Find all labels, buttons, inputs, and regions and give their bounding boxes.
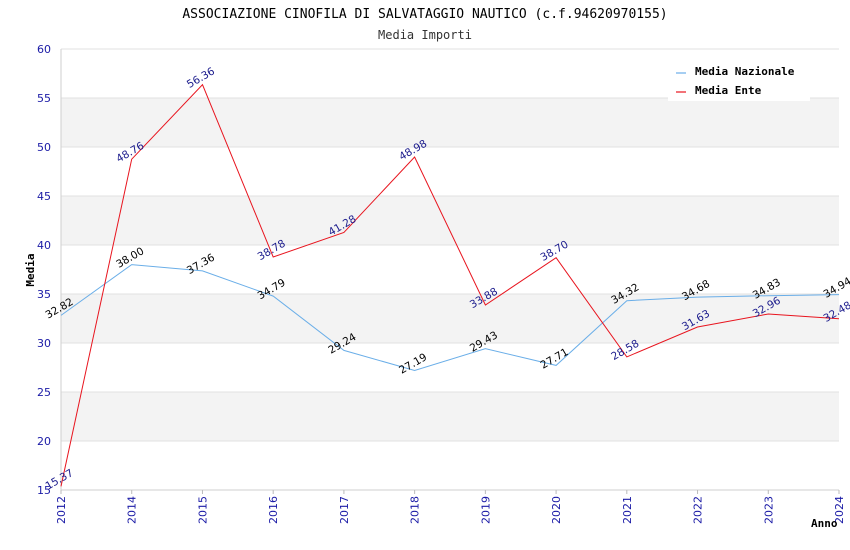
y-tick-label: 30: [37, 337, 51, 350]
y-tick-label: 45: [37, 190, 51, 203]
y-tick-labels: 15 20 25 30 35 40 45 50 55 60: [37, 43, 51, 497]
x-tick-label: 2017: [338, 496, 351, 524]
x-tick-label: 2024: [833, 496, 846, 524]
x-tick-label: 2023: [762, 496, 775, 524]
series-line-media-nazionale: [60, 264, 840, 372]
y-tick-label: 50: [37, 141, 51, 154]
x-tick-labels: 2012 2014 2015 2016 2017 2018 2019 2020 2021 2022…: [55, 496, 846, 524]
x-tick-label: 2012: [55, 496, 68, 524]
legend-label-media-ente: Media Ente: [695, 84, 762, 97]
y-tick-label: 25: [37, 386, 51, 399]
x-tick-label: 2016: [267, 496, 280, 524]
grid-band: [61, 294, 839, 343]
axes: [60, 49, 840, 494]
data-label: 27.19: [397, 351, 429, 376]
data-label: 56.36: [185, 65, 217, 91]
data-label: 37.36: [185, 251, 217, 277]
legend-box: [668, 57, 810, 101]
y-axis-label: Media: [24, 253, 37, 286]
x-tick-label: 2015: [196, 496, 209, 524]
data-label: 27.71: [539, 346, 571, 371]
x-tick-label: 2020: [550, 496, 563, 524]
data-label: 38.00: [114, 245, 146, 270]
x-axis-label: Anno: [811, 517, 838, 530]
legend-label-media-nazionale: Media Nazionale: [695, 65, 795, 78]
grid-band: [61, 392, 839, 441]
y-tick-label: 40: [37, 239, 51, 252]
x-tick-label: 2018: [409, 496, 422, 524]
y-tick-label: 35: [37, 288, 51, 301]
grid-bands: [61, 98, 839, 441]
grid-band: [61, 196, 839, 245]
y-tick-label: 15: [37, 484, 51, 497]
x-tick-label: 2019: [479, 496, 492, 524]
grid-lines: [61, 48, 839, 491]
x-tick-label: 2022: [692, 496, 705, 524]
chart-title: ASSOCIAZIONE CINOFILA DI SALVATAGGIO NAU…: [182, 7, 667, 22]
x-tick-label: 2021: [621, 496, 634, 524]
y-tick-label: 55: [37, 92, 51, 105]
data-label: 15.37: [43, 467, 75, 492]
x-tick-label: 2014: [126, 496, 139, 524]
grid-band: [61, 98, 839, 147]
series-line-media-ente: [60, 83, 840, 487]
chart-subtitle: Media Importi: [378, 28, 472, 42]
y-tick-label: 60: [37, 43, 51, 56]
legend: Media Nazionale Media Ente: [668, 57, 810, 101]
y-tick-label: 20: [37, 435, 51, 448]
series-lines: [60, 83, 840, 487]
